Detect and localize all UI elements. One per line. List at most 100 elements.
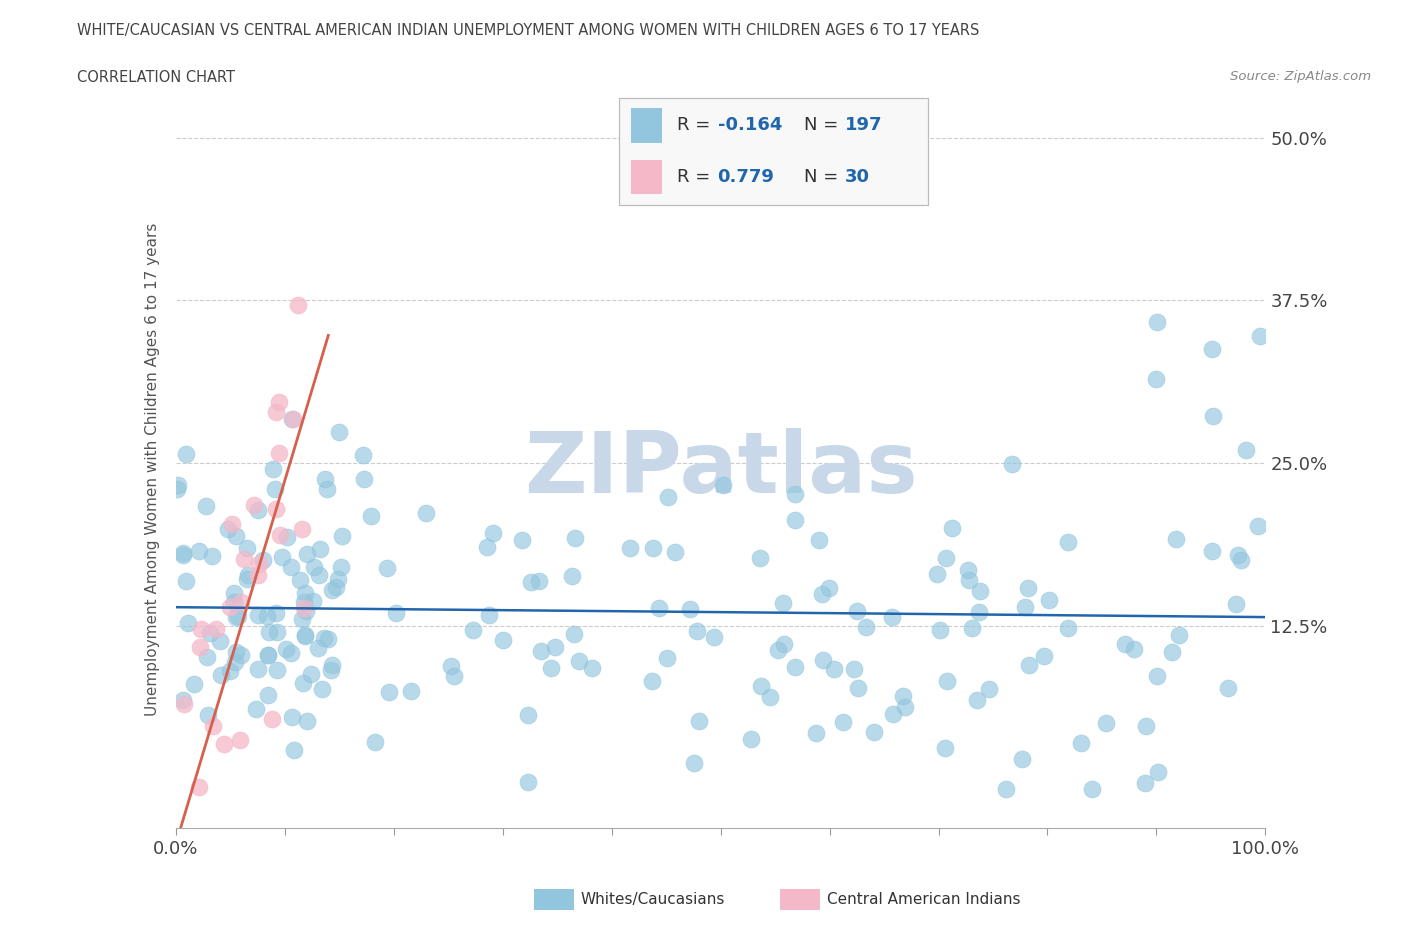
Point (176, 911, 198, 926)
Point (1161, 644, 1184, 659)
Point (846, 680, 869, 695)
Point (1057, 620, 1080, 635)
Point (257, 687, 280, 702)
Point (894, 699, 917, 714)
Point (567, 654, 589, 669)
Point (302, 560, 325, 575)
Point (267, 394, 290, 409)
Point (772, 595, 794, 610)
Text: CORRELATION CHART: CORRELATION CHART (77, 70, 235, 85)
Point (229, 594, 252, 609)
Point (1247, 519, 1270, 534)
Point (294, 586, 316, 601)
Point (295, 604, 318, 619)
Point (198, 626, 221, 641)
Point (935, 551, 957, 565)
Point (619, 541, 641, 556)
Point (316, 631, 339, 646)
Point (817, 580, 839, 595)
Text: ZIPatlas: ZIPatlas (523, 428, 918, 512)
Point (703, 630, 725, 644)
Point (863, 724, 886, 739)
Point (264, 501, 287, 516)
Point (217, 521, 239, 536)
Point (205, 621, 228, 636)
Point (329, 560, 352, 575)
Point (492, 632, 515, 647)
Point (276, 529, 298, 544)
Point (936, 673, 959, 688)
Point (236, 571, 259, 586)
Point (941, 520, 963, 535)
Point (188, 640, 211, 655)
Point (1014, 600, 1036, 615)
Point (316, 482, 339, 497)
Point (1095, 716, 1118, 731)
Point (179, 906, 201, 921)
Point (232, 551, 254, 566)
Point (384, 605, 406, 620)
Text: N =: N = (804, 167, 844, 186)
Point (291, 522, 314, 537)
Point (299, 666, 322, 681)
Point (174, 574, 197, 589)
Point (172, 692, 194, 707)
Point (530, 644, 553, 658)
Point (1011, 751, 1033, 766)
Point (247, 557, 270, 572)
Point (194, 498, 217, 513)
Point (1038, 592, 1060, 607)
Point (292, 594, 315, 609)
Point (664, 544, 686, 559)
Point (266, 624, 288, 639)
Point (969, 584, 991, 599)
Point (1234, 443, 1257, 458)
Point (167, 477, 190, 492)
Point (269, 527, 291, 542)
Point (562, 627, 585, 642)
Text: WHITE/CAUCASIAN VS CENTRAL AMERICAN INDIAN UNEMPLOYMENT AMONG WOMEN WITH CHILDRE: WHITE/CAUCASIAN VS CENTRAL AMERICAN INDI… (77, 23, 980, 38)
Point (463, 622, 485, 637)
Point (292, 601, 315, 616)
Point (177, 616, 200, 631)
Point (855, 619, 877, 634)
Point (804, 726, 827, 741)
Point (197, 708, 219, 723)
Point (1017, 581, 1039, 596)
Text: R =: R = (678, 116, 717, 135)
Point (229, 648, 252, 663)
Point (475, 539, 498, 554)
Point (209, 668, 232, 683)
Point (226, 609, 249, 624)
Point (283, 742, 305, 757)
Point (218, 664, 240, 679)
Point (288, 573, 311, 588)
Point (200, 548, 222, 563)
Point (844, 661, 866, 676)
Point (252, 552, 274, 567)
Point (266, 606, 288, 621)
Point (266, 663, 288, 678)
Point (399, 684, 422, 698)
Point (831, 714, 853, 729)
Point (243, 498, 266, 513)
Point (321, 582, 343, 597)
Point (311, 682, 333, 697)
Point (811, 586, 834, 601)
Point (415, 505, 437, 520)
Point (212, 737, 235, 751)
Text: 30: 30 (845, 167, 869, 186)
Point (219, 600, 242, 615)
Point (657, 490, 679, 505)
Point (882, 609, 904, 624)
Point (247, 568, 270, 583)
Point (540, 660, 562, 675)
Point (966, 693, 988, 708)
Point (1070, 736, 1092, 751)
Point (934, 741, 956, 756)
Bar (631, 160, 662, 194)
Point (956, 563, 979, 578)
Point (643, 540, 665, 555)
Text: Whites/Caucasians: Whites/Caucasians (581, 892, 725, 907)
Point (257, 647, 280, 662)
